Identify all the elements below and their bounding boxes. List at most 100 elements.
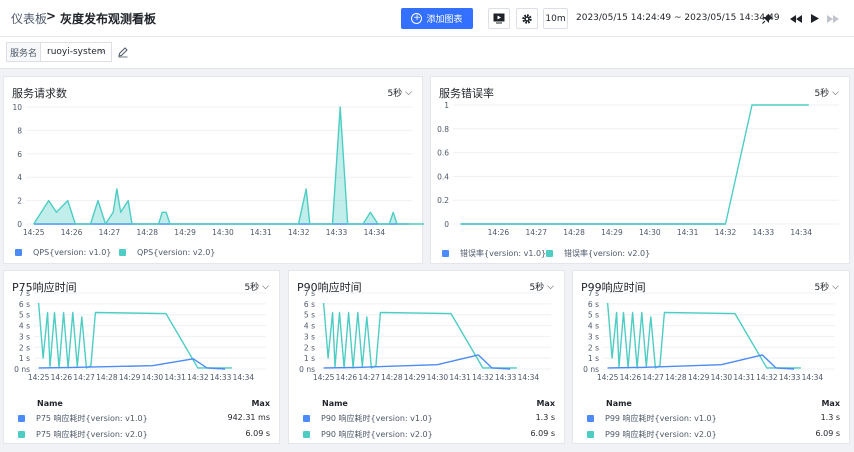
rewind-button[interactable]	[786, 8, 806, 29]
interval-select[interactable]: 5秒 ⌵	[529, 280, 554, 294]
legend-label: QPS{version: v2.0}	[137, 248, 216, 257]
play-button[interactable]	[806, 8, 824, 29]
x-tick-label: 14:30	[639, 228, 661, 237]
add-chart-button[interactable]: + 添加图表	[401, 8, 473, 29]
x-tick-label: 14:34	[364, 228, 386, 237]
series-line[interactable]	[37, 302, 232, 369]
panel-qps: 服务请求数 5秒 ⌵ 0 2 4 6 8 10 14:25 14:26 14:27 14:28 14:…	[3, 76, 424, 264]
interval-select[interactable]: 5秒 ⌵	[814, 86, 839, 100]
y-tick-label: 0	[17, 220, 22, 229]
x-tick-label: 14:26	[336, 373, 358, 382]
x-tick-label: 14:33	[753, 228, 775, 237]
table-row[interactable]: P99 响应耗时{version: v1.0}	[587, 413, 717, 424]
x-tick-label: 14:32	[288, 228, 310, 237]
breadcrumb-dashboards[interactable]: 仪表板	[11, 12, 48, 26]
y-tick-label: 4	[17, 173, 22, 182]
series-name: P75 响应耗时{version: v1.0}	[36, 414, 148, 423]
series-name: P75 响应耗时{version: v2.0}	[36, 430, 148, 439]
interval-select[interactable]: 5秒 ⌵	[387, 86, 412, 100]
y-tick-label: 5 s	[19, 311, 30, 320]
y-tick-label: 7 s	[304, 289, 315, 298]
x-tick-label: 14:25	[597, 373, 619, 382]
table-row[interactable]: P75 响应耗时{version: v1.0}	[18, 413, 148, 424]
table-row[interactable]: P99 响应耗时{version: v2.0}	[587, 429, 717, 440]
series-line[interactable]	[606, 302, 801, 369]
breadcrumb-separator: >	[46, 9, 57, 23]
legend-item[interactable]: QPS{version: v1.0}	[15, 248, 111, 257]
y-tick-label: 8	[17, 126, 22, 135]
series-max: 942.31 ms	[227, 413, 271, 422]
x-tick-label: 14:26	[61, 228, 83, 237]
table-header-max: Max	[536, 399, 555, 408]
x-tick-label: 14:33	[210, 373, 232, 382]
x-tick-label: 14:27	[642, 373, 664, 382]
y-tick-label: 1	[444, 101, 449, 110]
add-chart-label: 添加图表	[426, 15, 463, 25]
table-row[interactable]: P90 响应耗时{version: v1.0}	[303, 413, 433, 424]
y-tick-label: 0 ns	[14, 365, 30, 374]
y-tick-label: 10	[12, 103, 22, 112]
play-mode-button[interactable]	[488, 8, 510, 29]
x-tick-label: 14:31	[733, 373, 755, 382]
p90-chart: 0 ns 1 s 2 s 3 s4 s 5 s 6 s 7 s 14:25 14:26 14:27…	[299, 289, 551, 382]
x-tick-label: 14:27	[358, 373, 380, 382]
time-range-quick-select[interactable]: 10m	[543, 8, 568, 29]
x-tick-label: 14:28	[381, 373, 403, 382]
x-tick-label: 14:32	[756, 373, 778, 382]
service-name-label: 服务名	[6, 42, 40, 62]
series-line[interactable]	[38, 358, 226, 370]
legend-item[interactable]: QPS{version: v2.0}	[119, 248, 215, 257]
legend-label: 错误率{version: v2.0}	[564, 249, 651, 258]
y-tick-label: 0 ns	[583, 365, 599, 374]
chevron-down-icon: ⌵	[547, 281, 554, 292]
x-tick-label: 14:34	[790, 228, 812, 237]
series-name: P99 响应耗时{version: v2.0}	[605, 430, 717, 439]
legend-swatch	[546, 250, 553, 257]
y-tick-label: 0.2	[437, 196, 449, 205]
series-line[interactable]	[460, 104, 809, 225]
y-tick-label: 0.4	[437, 172, 449, 181]
table-row[interactable]: P90 响应耗时{version: v2.0}	[303, 429, 433, 440]
series-name: P90 响应耗时{version: v2.0}	[321, 430, 433, 439]
table-row[interactable]: P75 响应耗时{version: v2.0}	[18, 429, 148, 440]
y-tick-label: 2 s	[588, 343, 599, 352]
edit-icon[interactable]	[117, 46, 129, 58]
series-area	[33, 107, 424, 224]
interval-value: 5秒	[529, 283, 545, 293]
y-tick-label: 2 s	[304, 343, 315, 352]
series-line[interactable]	[33, 106, 424, 225]
x-tick-label: 14:27	[525, 228, 547, 237]
error-rate-chart: 0 0.2 0.4 0.6 0.8 1 14:26 14:27 14:28 14:29 14:30 1…	[437, 101, 839, 237]
time-range-text[interactable]: 2023/05/15 14:24:49 ~ 2023/05/15 14:34:4…	[576, 13, 780, 23]
legend-item[interactable]: 错误率{version: v1.0}	[442, 248, 546, 259]
legend-swatch	[18, 431, 25, 438]
series-max: 6.09 s	[245, 429, 270, 438]
play-icon	[811, 14, 819, 23]
service-name-select[interactable]: ruoyi-system ⌵	[40, 42, 112, 62]
y-tick-label: 6 s	[588, 300, 599, 309]
x-tick-label: 14:30	[212, 228, 234, 237]
series-line[interactable]	[607, 354, 795, 370]
interval-select[interactable]: 5秒 ⌵	[814, 280, 839, 294]
y-tick-label: 7 s	[588, 289, 599, 298]
x-tick-label: 14:32	[715, 228, 737, 237]
series-max: 6.09 s	[815, 429, 840, 438]
y-tick-label: 0	[444, 220, 449, 229]
y-tick-label: 4 s	[588, 322, 599, 331]
fast-forward-button[interactable]	[824, 8, 842, 29]
interval-value: 5秒	[244, 283, 260, 293]
pin-button[interactable]	[756, 8, 778, 29]
series-line[interactable]	[323, 354, 511, 370]
interval-select[interactable]: 5秒 ⌵	[244, 280, 269, 294]
panel-title: P99响应时间	[581, 281, 646, 294]
settings-button[interactable]	[516, 8, 538, 29]
x-tick-label: 14:34	[802, 373, 824, 382]
series-line[interactable]	[322, 302, 517, 369]
x-tick-label: 14:29	[119, 373, 141, 382]
table-header-max: Max	[251, 399, 270, 408]
y-tick-label: 4 s	[304, 322, 315, 331]
legend-item[interactable]: 错误率{version: v2.0}	[546, 248, 650, 259]
